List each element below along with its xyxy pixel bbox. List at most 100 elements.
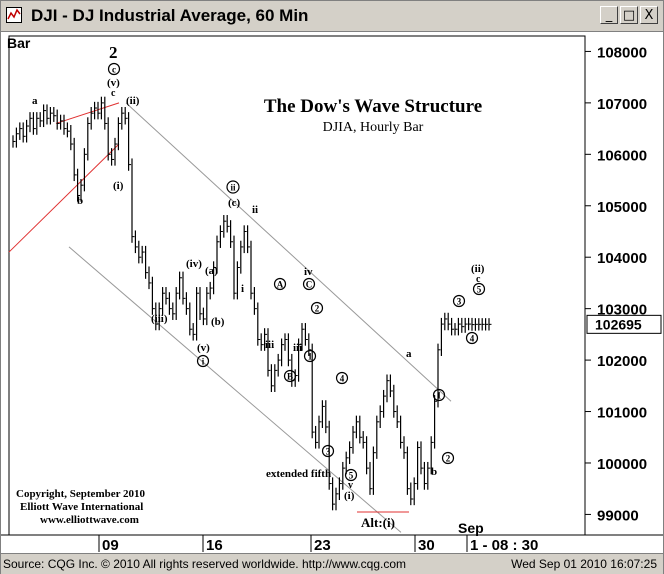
- svg-text:3: 3: [326, 447, 331, 457]
- chart-title: The Dow's Wave Structure: [264, 96, 482, 117]
- wave-labels: 2 c (v) c (ii) (i) a b (iii) (iv) (a) (b…: [32, 43, 486, 530]
- svg-text:5: 5: [477, 285, 482, 295]
- circled-3-marker: 3: [321, 444, 335, 458]
- wave-c-paren-label: (c): [228, 197, 241, 209]
- x-tick-label: 09: [102, 537, 119, 552]
- bar-label: Bar: [7, 35, 31, 51]
- circled-3-second-marker: 3: [452, 294, 466, 308]
- circled-2-second-marker: 2: [441, 451, 455, 465]
- svg-text:2: 2: [446, 454, 451, 464]
- copyright-block: Copyright, September 2010 Elliott Wave I…: [16, 488, 146, 526]
- extended-fifth-label: extended fifth: [266, 468, 331, 480]
- circled-i-marker: i: [196, 354, 210, 368]
- window-title: DJI - DJ Industrial Average, 60 Min: [31, 6, 309, 25]
- alt-wave-label: Alt:(i): [361, 515, 395, 530]
- y-tick-label: 108000: [597, 44, 647, 61]
- svg-text:3: 3: [457, 297, 462, 307]
- svg-text:1: 1: [437, 391, 442, 401]
- x-tick-label: 23: [314, 537, 331, 552]
- svg-text:A: A: [277, 280, 284, 290]
- circled-1-marker: 1: [303, 349, 317, 363]
- y-tick-label: 105000: [597, 199, 647, 216]
- circled-A-marker: A: [273, 277, 287, 291]
- svg-text:4: 4: [470, 334, 475, 344]
- wave-iii-label: (iii): [151, 313, 168, 325]
- y-tick-label: 99000: [597, 507, 639, 524]
- chart-area[interactable]: 108000 107000 106000 105000 104000 103000 1020…: [1, 32, 663, 552]
- trend-channel: [8, 102, 452, 533]
- maximize-button[interactable]: □: [620, 6, 638, 24]
- wave-v-label: (v): [107, 77, 120, 89]
- wave-iii-small-label: iii: [265, 339, 274, 351]
- circled-4-second-marker: 4: [465, 331, 479, 345]
- title-bar: DJI - DJ Industrial Average, 60 Min _ □ …: [1, 1, 663, 32]
- wave-c-small-label: c: [476, 274, 481, 285]
- wave-iv-small-label: iv: [304, 266, 313, 278]
- circled-c-marker: c: [107, 62, 121, 76]
- chart-subtitle: DJIA, Hourly Bar: [323, 120, 424, 135]
- y-tick-label: 100000: [597, 456, 647, 473]
- wave-b-paren-label: (b): [211, 316, 225, 328]
- wave-i-small-label: i: [241, 283, 244, 295]
- x-month-label: Sep: [458, 520, 484, 536]
- wave-b-label: b: [77, 195, 83, 207]
- copyright-line-1: Copyright, September 2010: [16, 488, 146, 500]
- status-source: Source: CQG Inc. © 2010 All rights reser…: [3, 557, 407, 571]
- y-tick-label: 101000: [597, 405, 647, 422]
- close-button[interactable]: X: [640, 6, 658, 24]
- channel-upper-line: [125, 102, 452, 402]
- wave-i-label: (i): [113, 180, 124, 192]
- x-tick-label: 16: [206, 537, 223, 552]
- wave-c-label: c: [111, 88, 116, 99]
- chart-app-icon: [6, 7, 22, 23]
- wave-v-small-label: v: [348, 480, 353, 491]
- svg-text:c: c: [112, 65, 116, 75]
- svg-text:ii: ii: [230, 183, 236, 193]
- x-tick-label: 30: [418, 537, 435, 552]
- last-price-value: 102695: [595, 316, 642, 332]
- wave-ii-small-label: ii: [252, 204, 258, 216]
- svg-text:1: 1: [308, 352, 313, 362]
- y-tick-label: 107000: [597, 96, 647, 113]
- minimize-button[interactable]: _: [600, 6, 618, 24]
- circled-5-marker: 5: [344, 468, 358, 482]
- svg-text:2: 2: [315, 304, 320, 314]
- wave-iv-label: (iv): [186, 258, 202, 270]
- circled-2-marker: 2: [310, 301, 324, 315]
- y-axis: 108000 107000 106000 105000 104000 103000 1020…: [585, 44, 647, 524]
- circled-C-marker: C: [302, 277, 316, 291]
- y-tick-label: 103000: [597, 302, 647, 319]
- x-tick-label: 1 - 08 : 30: [470, 537, 538, 552]
- copyright-line-3: www.elliottwave.com: [40, 514, 139, 526]
- wave-ii-paren-label: (ii): [471, 263, 485, 275]
- wave-i-paren-label: (i): [344, 490, 355, 502]
- last-price-box: [586, 314, 662, 334]
- channel-lower-line: [68, 246, 402, 533]
- circled-1-second-marker: 1: [432, 388, 446, 402]
- wave-a-second-label: a: [406, 348, 412, 360]
- y-tick-label: 102000: [597, 353, 647, 370]
- trend-line-upper: [55, 102, 120, 124]
- wave-v-paren-label: (v): [197, 342, 210, 354]
- status-bar: Source: CQG Inc. © 2010 All rights reser…: [1, 553, 663, 574]
- wave-a-label: a: [32, 95, 38, 107]
- wave-iii-second-label: iii: [293, 342, 302, 354]
- price-bars: [12, 96, 492, 511]
- circled-5-second-marker: 5: [472, 282, 486, 296]
- svg-text:5: 5: [349, 471, 354, 481]
- svg-text:C: C: [306, 280, 313, 290]
- svg-text:B: B: [287, 372, 293, 382]
- wave-2-label: 2: [109, 43, 118, 62]
- circled-4-marker: 4: [335, 371, 349, 385]
- circled-B-marker: B: [283, 369, 297, 383]
- wave-ii-label: (ii): [126, 95, 140, 107]
- status-datetime: Wed Sep 01 2010 16:07:25: [511, 557, 657, 571]
- price-tag: 102695: [586, 314, 662, 334]
- svg-text:i: i: [202, 357, 205, 367]
- y-tick-label: 104000: [597, 250, 647, 267]
- wave-a-paren-label: (a): [205, 265, 218, 277]
- trend-line-lower: [8, 143, 120, 253]
- y-tick-label: 106000: [597, 147, 647, 164]
